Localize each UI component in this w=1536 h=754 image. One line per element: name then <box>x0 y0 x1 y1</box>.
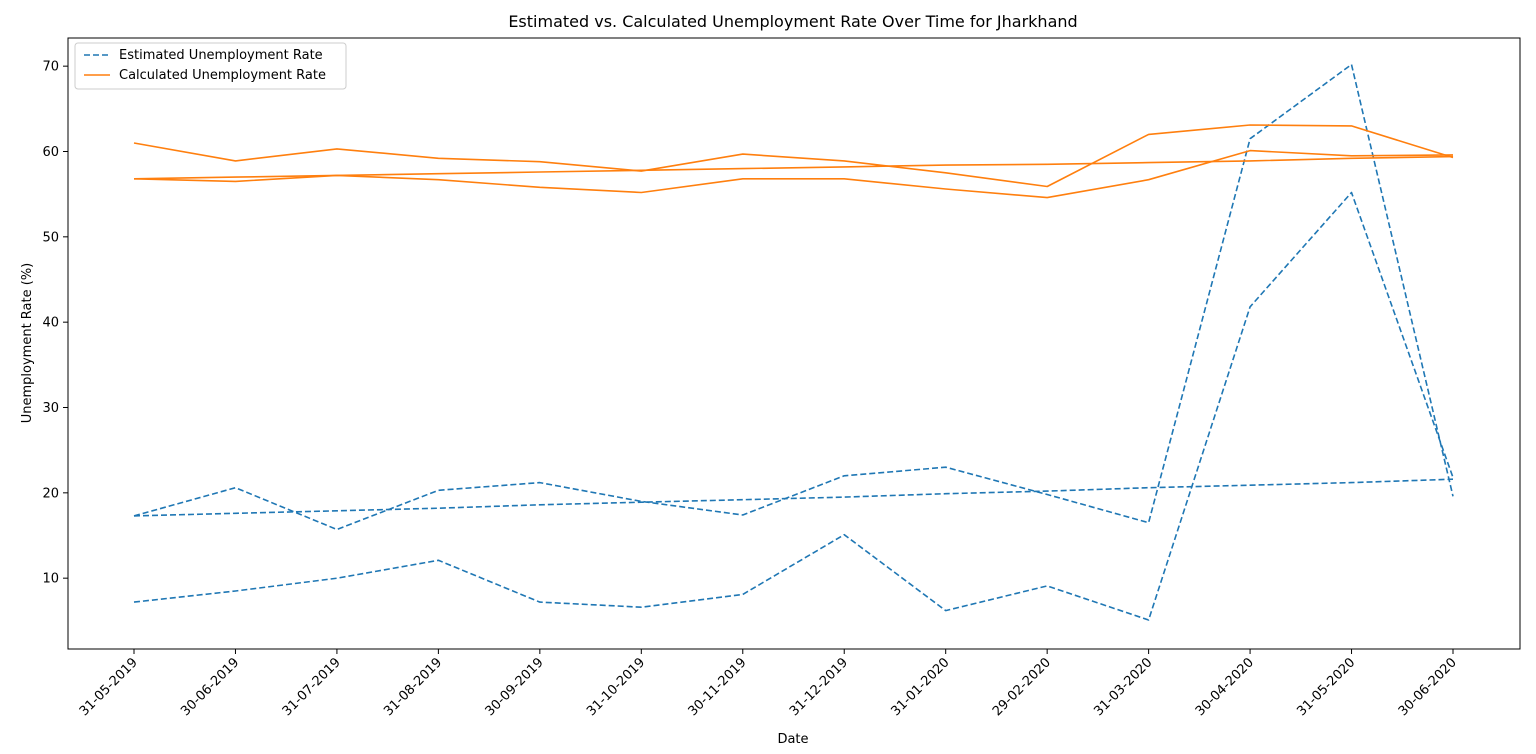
y-tick-label: 20 <box>42 486 59 501</box>
x-tick-label: 31-10-2019 <box>584 655 648 719</box>
legend-label-calculated: Calculated Unemployment Rate <box>119 68 326 83</box>
x-tick-label: 31-05-2020 <box>1294 655 1358 719</box>
legend: Estimated Unemployment Rate Calculated U… <box>74 42 347 90</box>
x-tick-label: 30-04-2020 <box>1193 655 1257 719</box>
series-layer <box>133 63 1454 621</box>
y-tick-label: 10 <box>42 572 59 587</box>
plot-frame <box>67 37 1521 650</box>
x-tick-label: 31-05-2019 <box>77 655 141 719</box>
series-line-calculated-5 <box>133 149 1454 199</box>
series-line-estimated-1 <box>133 63 1454 531</box>
x-tick-label: 30-06-2020 <box>1396 655 1460 719</box>
legend-label-estimated: Estimated Unemployment Rate <box>119 48 323 63</box>
y-tick-label: 60 <box>42 145 59 160</box>
y-tick-label: 70 <box>42 60 59 75</box>
legend-box <box>74 42 347 90</box>
x-tick-label: 31-03-2020 <box>1091 655 1155 719</box>
y-tick-label: 40 <box>42 316 59 331</box>
x-tick-label: 31-08-2019 <box>381 655 445 719</box>
x-tick-label: 31-07-2019 <box>280 655 344 719</box>
y-axis-label: Unemployment Rate (%) <box>20 263 35 424</box>
x-axis: 31-05-2019 30-06-2019 31-07-2019 31-08-2019… <box>77 649 1460 719</box>
series-line-calculated-6 <box>133 155 1454 180</box>
y-tick-label: 50 <box>42 230 59 245</box>
x-tick-label: 30-09-2019 <box>483 655 547 719</box>
series-line-estimated-2 <box>133 191 1454 621</box>
series-line-estimated-3 <box>133 478 1454 517</box>
x-tick-label: 30-06-2019 <box>178 655 242 719</box>
x-tick-label: 29-02-2020 <box>990 655 1054 719</box>
x-tick-label: 31-12-2019 <box>787 655 851 719</box>
y-tick-label: 30 <box>42 401 59 416</box>
y-axis: 10 20 30 40 50 60 70 <box>42 60 68 587</box>
x-axis-label: Date <box>777 732 808 747</box>
chart-title: Estimated vs. Calculated Unemployment Ra… <box>508 12 1077 31</box>
x-tick-label: 30-11-2019 <box>686 655 750 719</box>
x-tick-label: 31-01-2020 <box>888 655 952 719</box>
series-line-calculated-4 <box>133 124 1454 188</box>
